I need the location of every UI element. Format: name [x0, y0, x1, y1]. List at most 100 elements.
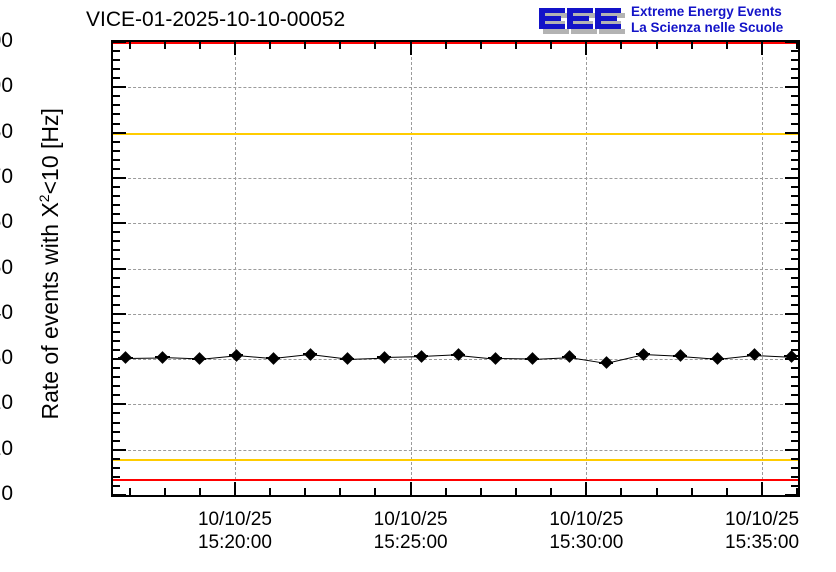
plot-area [111, 40, 800, 497]
y-axis-tick [791, 50, 798, 53]
y-axis-tick [785, 494, 798, 496]
y-axis-tick [113, 321, 120, 324]
x-axis-tick [198, 42, 201, 49]
y-axis-tick [791, 321, 798, 324]
y-axis-tick [113, 312, 126, 315]
y-axis-tick [785, 403, 798, 406]
x-axis-tick [655, 488, 658, 495]
data-series-layer [113, 42, 798, 495]
y-axis-tick [113, 68, 120, 71]
x-axis-tick [725, 42, 728, 49]
x-axis-tick-label-time: 15:25:00 [373, 532, 448, 553]
x-axis-tick [339, 488, 342, 495]
x-axis-tick [198, 488, 201, 495]
grid-line-horizontal [113, 404, 798, 406]
x-axis-tick [233, 42, 236, 55]
y-axis-tick-label: 60 [0, 210, 13, 234]
y-axis-tick [113, 303, 120, 306]
y-axis-tick [113, 349, 120, 352]
y-axis-tick [791, 439, 798, 442]
y-axis-tick-label: 50 [0, 255, 13, 279]
x-axis-tick [690, 42, 693, 49]
x-axis-tick [725, 488, 728, 495]
data-point-marker [377, 350, 391, 364]
y-axis-tick-label: 70 [0, 164, 13, 188]
x-axis-tick [269, 488, 272, 495]
x-axis-tick [620, 42, 623, 49]
y-axis-title-sup: 2 [36, 194, 53, 203]
y-axis-tick [791, 68, 798, 71]
y-axis-tick [791, 122, 798, 125]
y-axis-tick [113, 140, 120, 143]
x-axis-tick [304, 488, 307, 495]
data-point-marker [303, 347, 317, 361]
y-axis-tick [791, 421, 798, 424]
y-axis-tick [113, 231, 120, 234]
y-axis-tick [113, 104, 120, 107]
y-axis-tick [791, 285, 798, 288]
data-point-marker [673, 349, 687, 363]
y-axis-title-pre: Rate of events with X [36, 202, 63, 420]
y-axis-tick [113, 185, 120, 188]
y-axis-tick [113, 403, 126, 406]
x-axis-tick [128, 488, 131, 495]
y-axis-tick-label: 30 [0, 346, 13, 370]
y-axis-tick [113, 122, 120, 125]
x-axis-tick-label-date: 10/10/25 [373, 509, 448, 530]
y-axis-tick [785, 312, 798, 315]
data-point-marker [599, 356, 613, 370]
eee-logo-text: Extreme Energy Events La Scienza nelle S… [631, 4, 783, 36]
y-axis-tick [113, 276, 120, 279]
y-axis-tick [113, 249, 120, 252]
x-axis-tick [374, 488, 377, 495]
x-axis-tick [796, 42, 799, 49]
x-axis-tick-label-time: 15:30:00 [549, 532, 624, 553]
data-point-marker [488, 351, 502, 365]
x-axis-tick-label: 10/10/25 15:20:00 [165, 508, 305, 554]
y-axis-tick [791, 104, 798, 107]
x-axis-tick-label: 10/10/25 15:25:00 [341, 508, 481, 554]
data-point-marker [562, 350, 576, 364]
y-axis-tick [113, 484, 120, 487]
y-axis-tick [791, 475, 798, 478]
y-axis-tick [785, 176, 798, 179]
y-axis-tick [113, 339, 120, 342]
x-axis-tick [585, 482, 588, 495]
y-axis-tick [113, 86, 126, 89]
y-axis-title-post: <10 [Hz] [36, 108, 63, 195]
y-axis-tick [113, 77, 120, 80]
y-axis-tick [791, 276, 798, 279]
y-axis-tick [791, 140, 798, 143]
threshold-line-lower-orange [113, 458, 798, 461]
y-axis-tick [113, 457, 120, 460]
x-axis-tick [620, 488, 623, 495]
y-axis-tick [791, 349, 798, 352]
y-axis-tick [791, 95, 798, 98]
y-axis-tick [785, 41, 798, 43]
y-axis-tick [113, 421, 120, 424]
y-axis-tick [113, 258, 120, 261]
y-axis-tick [791, 158, 798, 161]
y-axis-tick [113, 167, 120, 170]
y-axis-tick [113, 358, 126, 361]
y-axis-tick [791, 213, 798, 216]
y-axis-tick-label: 0 [1, 482, 13, 505]
x-axis-tick [374, 42, 377, 49]
grid-line-vertical [410, 42, 412, 495]
x-axis-tick [515, 488, 518, 495]
y-axis-tick [113, 285, 120, 288]
x-axis-tick [444, 488, 447, 495]
y-axis-tick [113, 430, 120, 433]
y-axis-tick [113, 213, 120, 216]
y-axis-tick [113, 294, 120, 297]
y-axis-tick [791, 385, 798, 388]
y-axis-tick [113, 50, 120, 53]
y-axis-tick [113, 113, 120, 116]
x-axis-tick [761, 482, 764, 495]
y-axis-tick [113, 95, 120, 98]
y-axis-tick [785, 131, 798, 134]
y-axis-tick [791, 457, 798, 460]
y-axis-tick [113, 240, 120, 243]
y-axis-tick [791, 185, 798, 188]
